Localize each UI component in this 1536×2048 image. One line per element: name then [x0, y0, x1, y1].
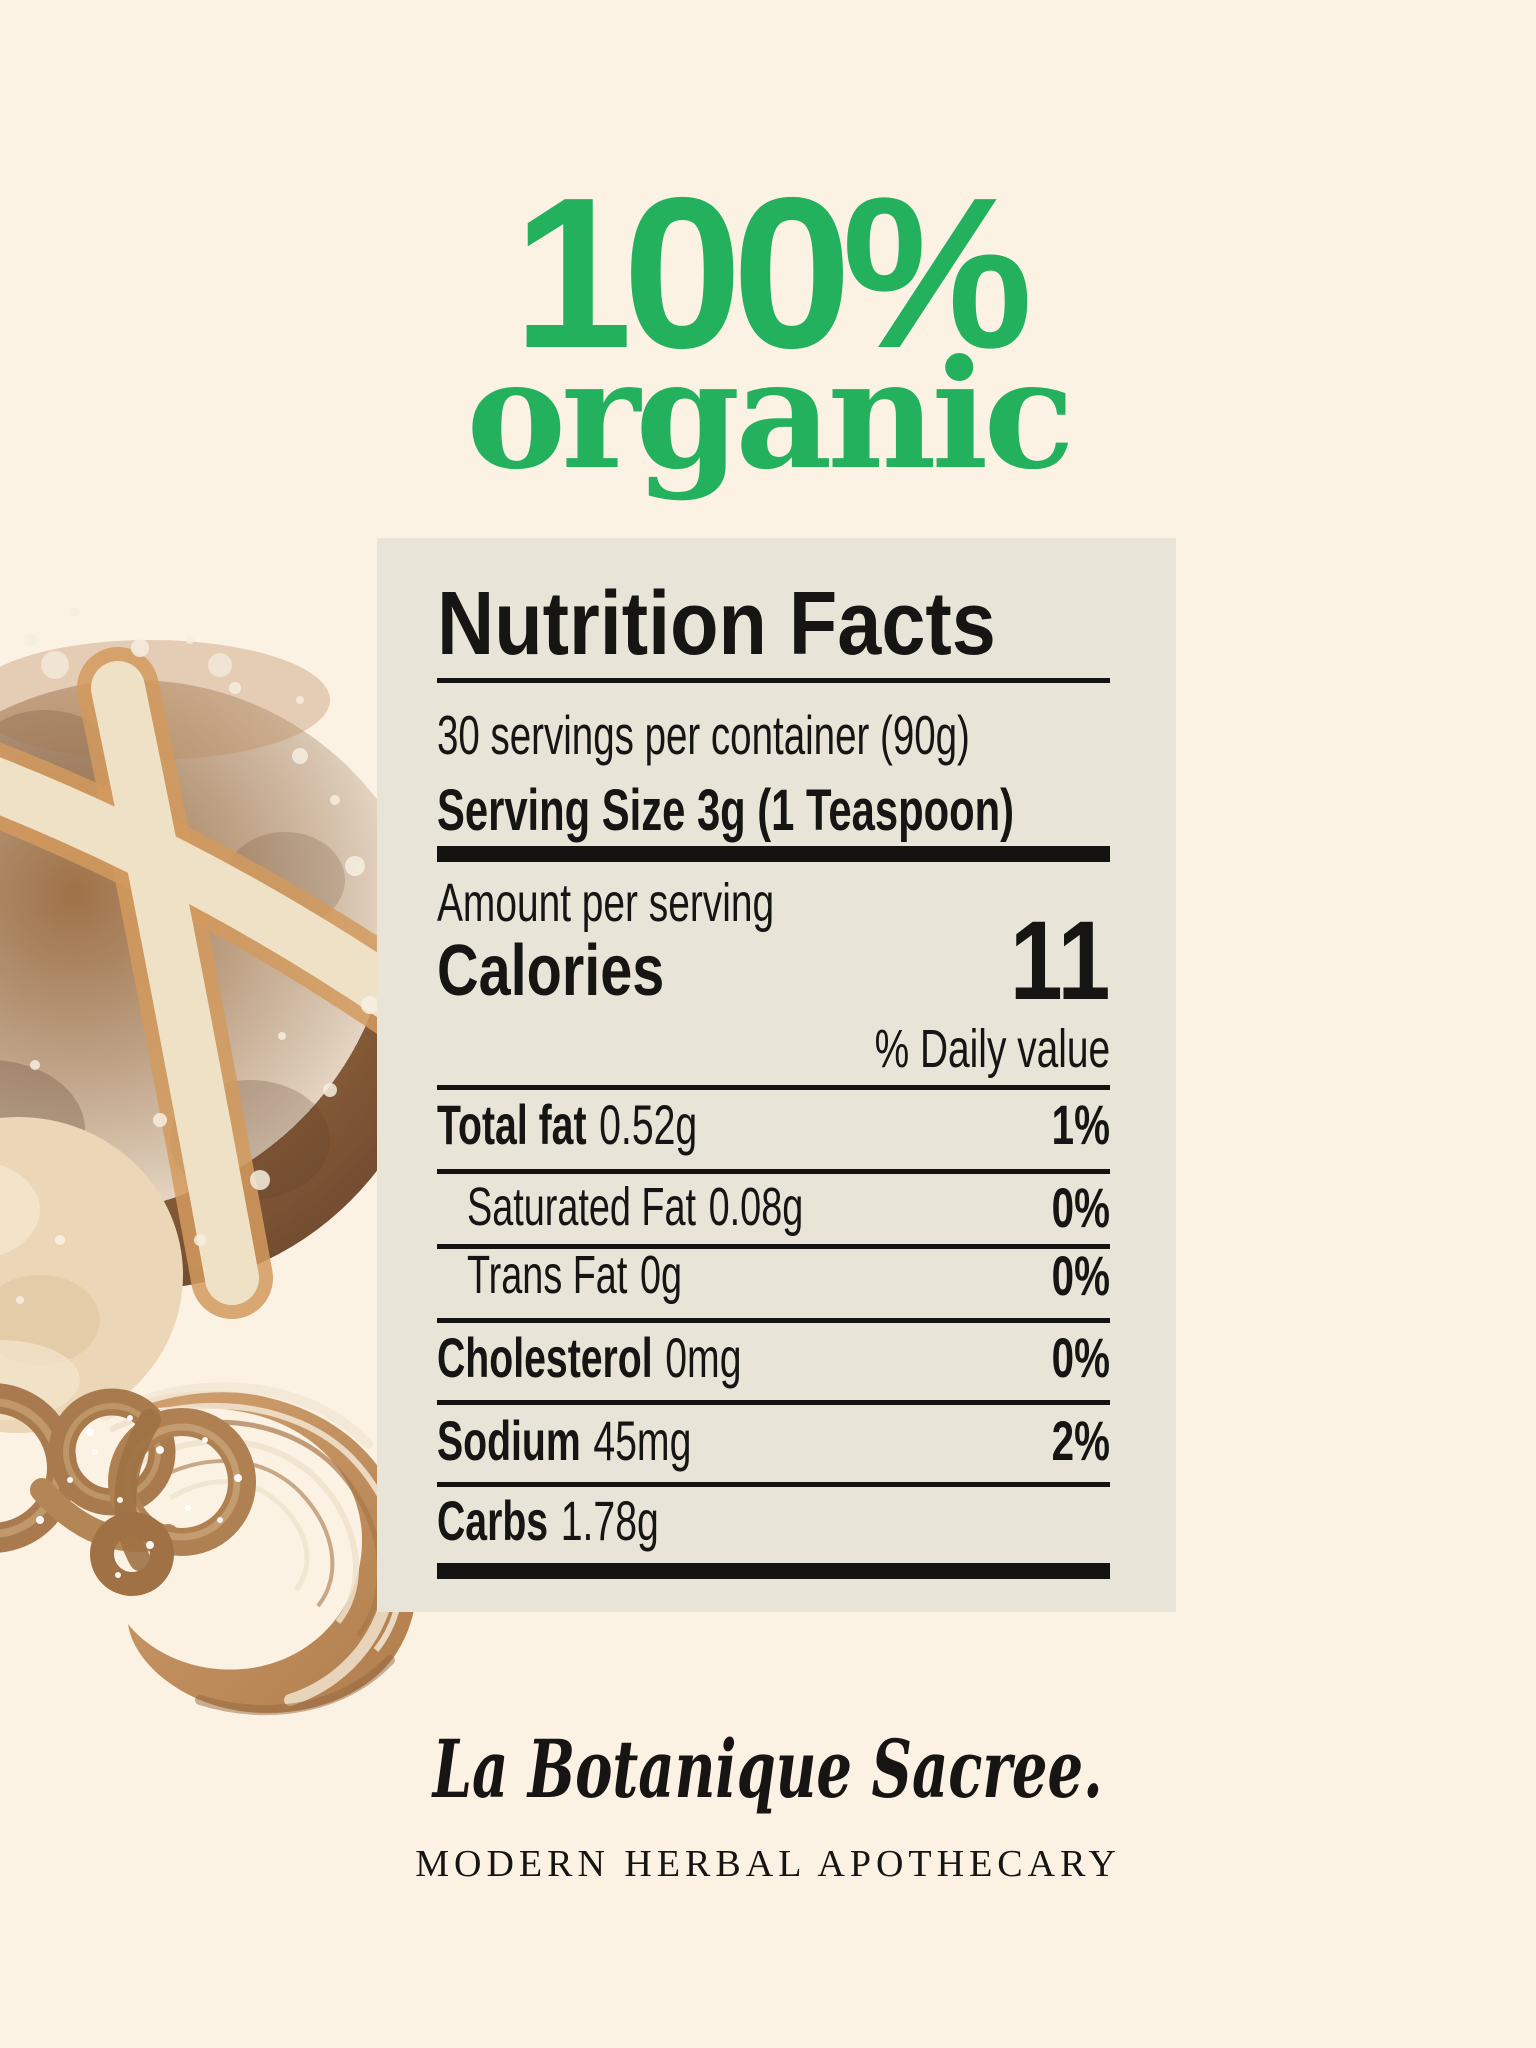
divider-thin [437, 678, 1110, 683]
servings-line: 30 servings per container (90g) [437, 704, 970, 766]
row-total-fat: Total fat 0.52g [437, 1093, 698, 1156]
serving-size-line: Serving Size 3g (1 Teaspoon) [437, 778, 1015, 843]
divider-thin [437, 1400, 1110, 1405]
pretzel-illustration [0, 1383, 256, 1596]
row-saturated-fat: Saturated Fat 0.08g [467, 1177, 804, 1237]
brand-signature: La Botanique Sacree. [432, 1722, 1104, 1816]
row-trans-fat: Trans Fat 0g [467, 1245, 682, 1305]
brand-tagline: MODERN HERBAL APOTHECARY [415, 1843, 1121, 1885]
headline-organic: organic [466, 327, 1075, 503]
divider-thin [437, 1244, 1110, 1249]
divider-thin [437, 1482, 1110, 1487]
row-carbs: Carbs 1.78g [437, 1489, 659, 1552]
row-cholesterol-dv: 0% [1051, 1326, 1110, 1389]
row-cholesterol: Cholesterol 0mg [437, 1326, 742, 1389]
divider-thick [437, 1563, 1110, 1579]
row-sodium-dv: 2% [1051, 1409, 1110, 1472]
calories-label: Calories [437, 931, 665, 1011]
divider-thin [437, 1085, 1110, 1090]
calories-value: 11 [1009, 898, 1110, 1023]
row-saturated-fat-dv: 0% [1051, 1176, 1110, 1239]
divider-thin [437, 1318, 1110, 1323]
divider-thin [437, 1169, 1110, 1174]
amount-per-serving-label: Amount per serving [437, 873, 775, 933]
panel-title: Nutrition Facts [437, 574, 996, 674]
row-sodium: Sodium 45mg [437, 1409, 692, 1472]
nutrition-facts-panel: Nutrition Facts 30 servings per containe… [377, 538, 1176, 1612]
sourdough-boule-illustration [0, 607, 441, 1319]
row-trans-fat-dv: 0% [1051, 1244, 1110, 1307]
headline-percent: 100% [513, 152, 1033, 393]
daily-value-header: % Daily value [874, 1019, 1110, 1079]
row-total-fat-dv: 1% [1051, 1093, 1110, 1156]
divider-thick [437, 846, 1110, 862]
